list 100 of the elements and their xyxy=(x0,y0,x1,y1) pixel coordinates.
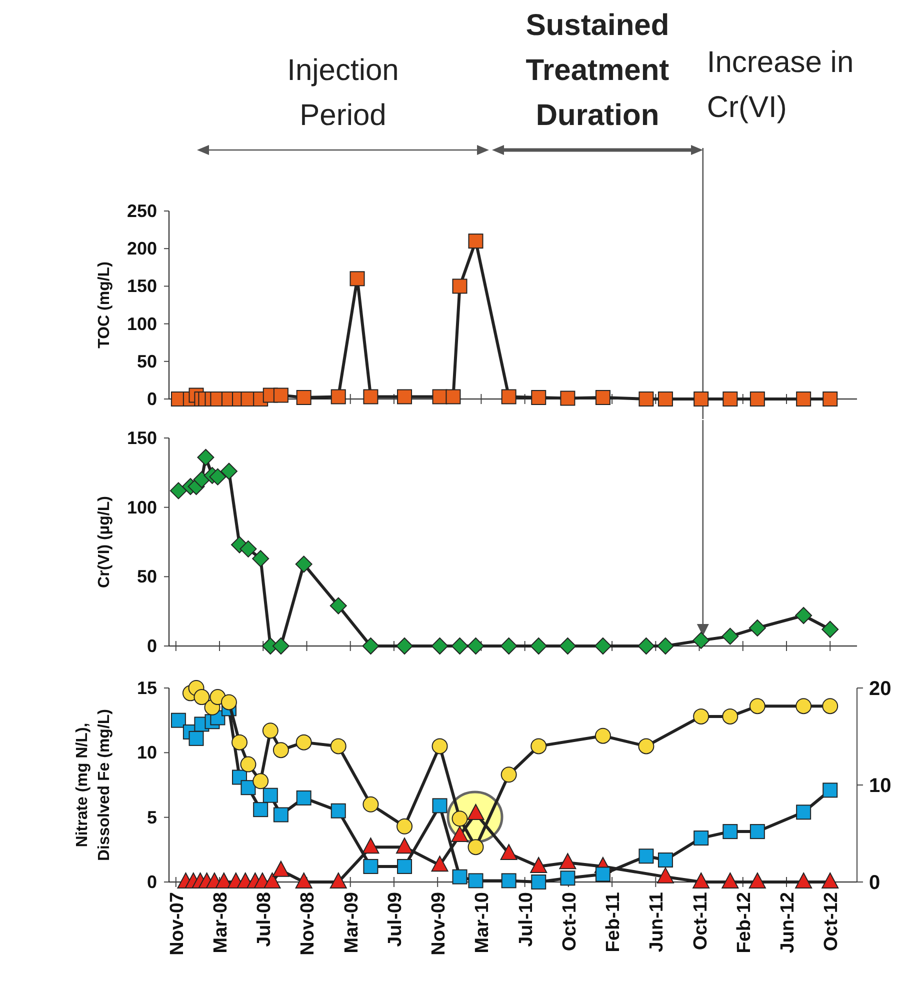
point xyxy=(722,872,739,888)
point xyxy=(796,392,812,406)
point xyxy=(693,708,710,724)
point xyxy=(330,803,346,818)
point xyxy=(431,856,448,872)
y-axis-title: TOC (mg/L) xyxy=(96,262,113,348)
point xyxy=(658,852,673,868)
point xyxy=(722,824,738,840)
y-tick-label: 15 xyxy=(136,678,157,698)
point xyxy=(272,638,290,654)
x-tick-label: Jul-09 xyxy=(384,892,406,947)
x-tick-label: Jun-11 xyxy=(646,892,668,952)
point xyxy=(748,872,766,888)
y-tick-label: 10 xyxy=(136,742,157,763)
point xyxy=(362,638,380,654)
point xyxy=(530,738,547,754)
point xyxy=(530,638,548,654)
point xyxy=(468,234,484,249)
point xyxy=(350,271,365,286)
point xyxy=(750,824,765,840)
point xyxy=(431,638,448,654)
point xyxy=(722,708,738,724)
point xyxy=(253,802,268,818)
point xyxy=(272,742,289,758)
point xyxy=(822,698,838,714)
y-tick-label: 100 xyxy=(126,497,157,518)
point xyxy=(262,788,278,803)
text: Sustained Treatment Duration xyxy=(526,9,670,132)
x-tick-label: Nov-09 xyxy=(428,892,450,956)
y-tick-label: 0 xyxy=(146,636,157,656)
y-tick-label: 150 xyxy=(126,276,157,296)
point xyxy=(397,389,412,404)
point xyxy=(240,540,257,558)
y-tick-label: 5 xyxy=(146,807,157,828)
point xyxy=(594,728,611,744)
point xyxy=(500,638,518,654)
point xyxy=(188,730,204,746)
point xyxy=(451,826,468,842)
x-tick-label: Feb-11 xyxy=(603,892,624,952)
point xyxy=(264,872,281,888)
point xyxy=(362,838,380,854)
point xyxy=(722,392,738,406)
point xyxy=(396,818,413,834)
point xyxy=(638,738,654,754)
point xyxy=(170,482,187,500)
point xyxy=(273,388,288,403)
point xyxy=(595,390,610,405)
point xyxy=(638,638,655,654)
point xyxy=(252,550,270,568)
point xyxy=(194,689,210,706)
point xyxy=(197,448,214,466)
point xyxy=(363,389,378,404)
point xyxy=(262,722,278,739)
point xyxy=(240,756,256,772)
y-tick-label: 50 xyxy=(136,566,157,587)
point xyxy=(822,392,838,406)
point xyxy=(656,867,674,884)
x-tick-label: Jul-08 xyxy=(254,892,276,947)
point xyxy=(272,860,290,877)
point xyxy=(193,471,210,488)
point xyxy=(468,873,484,888)
y-tick-label: 150 xyxy=(126,428,157,448)
point xyxy=(363,858,378,874)
point xyxy=(692,632,710,649)
point xyxy=(722,628,739,645)
point xyxy=(750,392,765,406)
point xyxy=(822,782,838,798)
point xyxy=(748,619,766,636)
point xyxy=(694,392,709,406)
x-tick-label: Jun-12 xyxy=(777,892,798,954)
point xyxy=(638,392,654,406)
point xyxy=(446,389,461,404)
point xyxy=(560,870,576,886)
x-tick-label: Feb-12 xyxy=(734,892,755,954)
y-tick-label: 0 xyxy=(146,389,157,409)
point xyxy=(432,798,448,814)
point xyxy=(452,869,468,884)
x-tick-label: Jul-10 xyxy=(516,892,537,947)
point xyxy=(232,734,248,750)
point xyxy=(531,874,546,890)
y-axis-title: Nitrate (mg N/L), Dissolved Fe (mg/L) xyxy=(74,708,113,862)
point xyxy=(795,606,812,624)
point xyxy=(530,856,548,873)
x-tick-label: Mar-09 xyxy=(341,892,362,954)
x-tick-label: Mar-08 xyxy=(210,892,232,954)
point xyxy=(594,638,612,654)
point xyxy=(500,844,518,860)
y2-tick-label: 20 xyxy=(869,678,892,700)
text: Injection Period xyxy=(287,54,399,132)
y-tick-label: 0 xyxy=(146,872,157,892)
point xyxy=(397,858,412,874)
x-tick-label: Nov-07 xyxy=(166,892,188,956)
point xyxy=(330,872,347,888)
point xyxy=(795,872,812,888)
point xyxy=(240,780,256,796)
y-tick-label: 250 xyxy=(126,201,157,221)
point xyxy=(531,390,546,405)
point xyxy=(638,848,654,864)
point xyxy=(692,872,710,888)
x-tick-label: Oct-12 xyxy=(821,892,842,952)
